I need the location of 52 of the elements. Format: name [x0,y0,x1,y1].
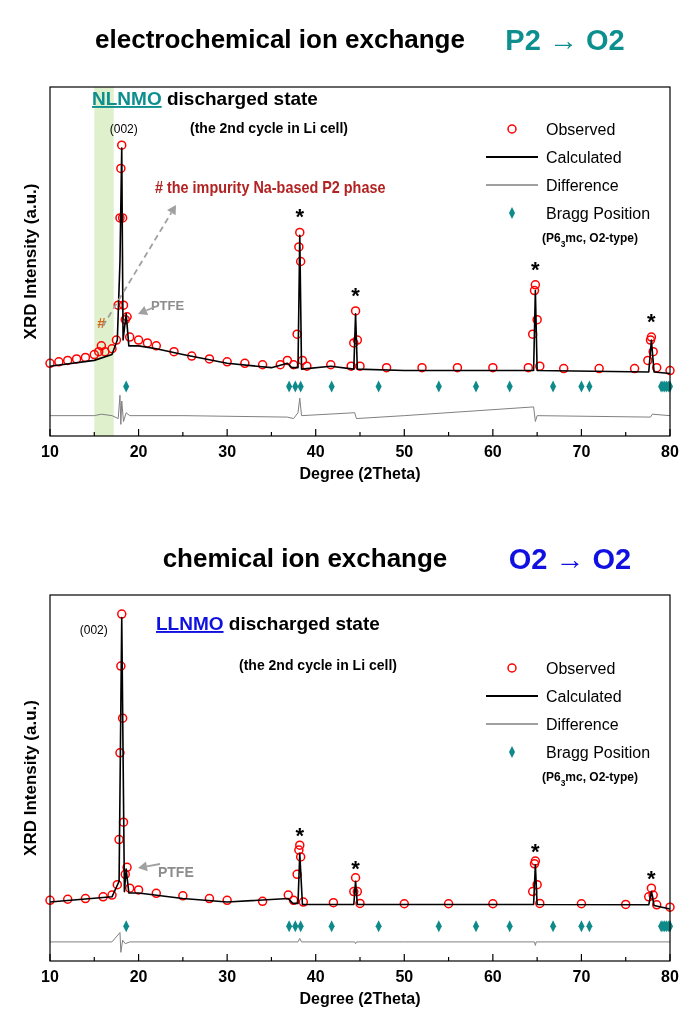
y-axis-title: XRD Intensity (a.u.) [21,700,40,856]
annotation: (P6$_{3}$mc, O2-type) [541,231,639,249]
legend-label: Calculated [546,688,622,705]
x-tick-label: 20 [129,443,148,460]
annotation: (P6$_{3}$mc, O2-type) [541,770,639,788]
annotation: (002) [79,623,108,638]
chart-title: electrochemical ion exchange [95,24,465,54]
x-tick-label: 30 [218,968,237,985]
annotation: * [351,855,361,881]
annotation: * [295,204,305,230]
x-tick-label: 60 [483,443,502,460]
legend-label: Bragg Position [546,744,651,761]
annotation: LLNMO discharged state [156,613,380,634]
annotation: * [647,866,657,892]
chart-subtitle: P2 → O2 [505,24,625,56]
y-axis-title: XRD Intensity (a.u.) [21,183,40,340]
x-tick-label: 80 [661,443,679,460]
legend-label: Difference [546,177,619,194]
x-tick-label: 80 [661,968,679,985]
x-tick-label: 20 [129,968,148,985]
legend-label: Observed [546,660,616,677]
x-tick-label: 10 [41,968,59,985]
legend-label: Difference [546,716,619,733]
x-tick-label: 70 [572,443,591,460]
annotation: * [351,282,361,308]
annotation: (the 2nd cycle in Li cell) [239,657,397,673]
chart-title: chemical ion exchange [162,543,448,573]
x-tick-label: 40 [306,968,325,985]
legend-label: Observed [546,121,616,138]
annotation: (002) [109,122,138,137]
annotation: * [295,823,305,849]
annotation: PTFE [150,297,185,313]
x-tick-label: 70 [572,968,591,985]
x-tick-label: 10 [41,443,59,460]
x-tick-label: 40 [306,443,325,460]
annotation: * [647,309,657,335]
x-tick-label: 60 [483,968,502,985]
annotation: # the impurity Na-based P2 phase [155,178,386,197]
annotation: # [97,313,107,331]
annotation: PTFE [157,864,194,881]
text: (the 2nd cycle in Li cell) [190,120,348,136]
x-tick-label: 50 [395,443,414,460]
chart-subtitle: O2 → O2 [508,543,632,575]
legend-label: Calculated [546,149,622,166]
x-axis-title: Degree (2Theta) [299,465,421,482]
text: NLNMO discharged state [92,88,318,109]
x-axis-title: Degree (2Theta) [299,990,421,1007]
annotation: * [531,839,541,865]
x-tick-label: 50 [395,968,414,985]
annotation: * [531,256,541,282]
x-tick-label: 30 [218,443,237,460]
legend-label: Bragg Position [546,205,651,222]
